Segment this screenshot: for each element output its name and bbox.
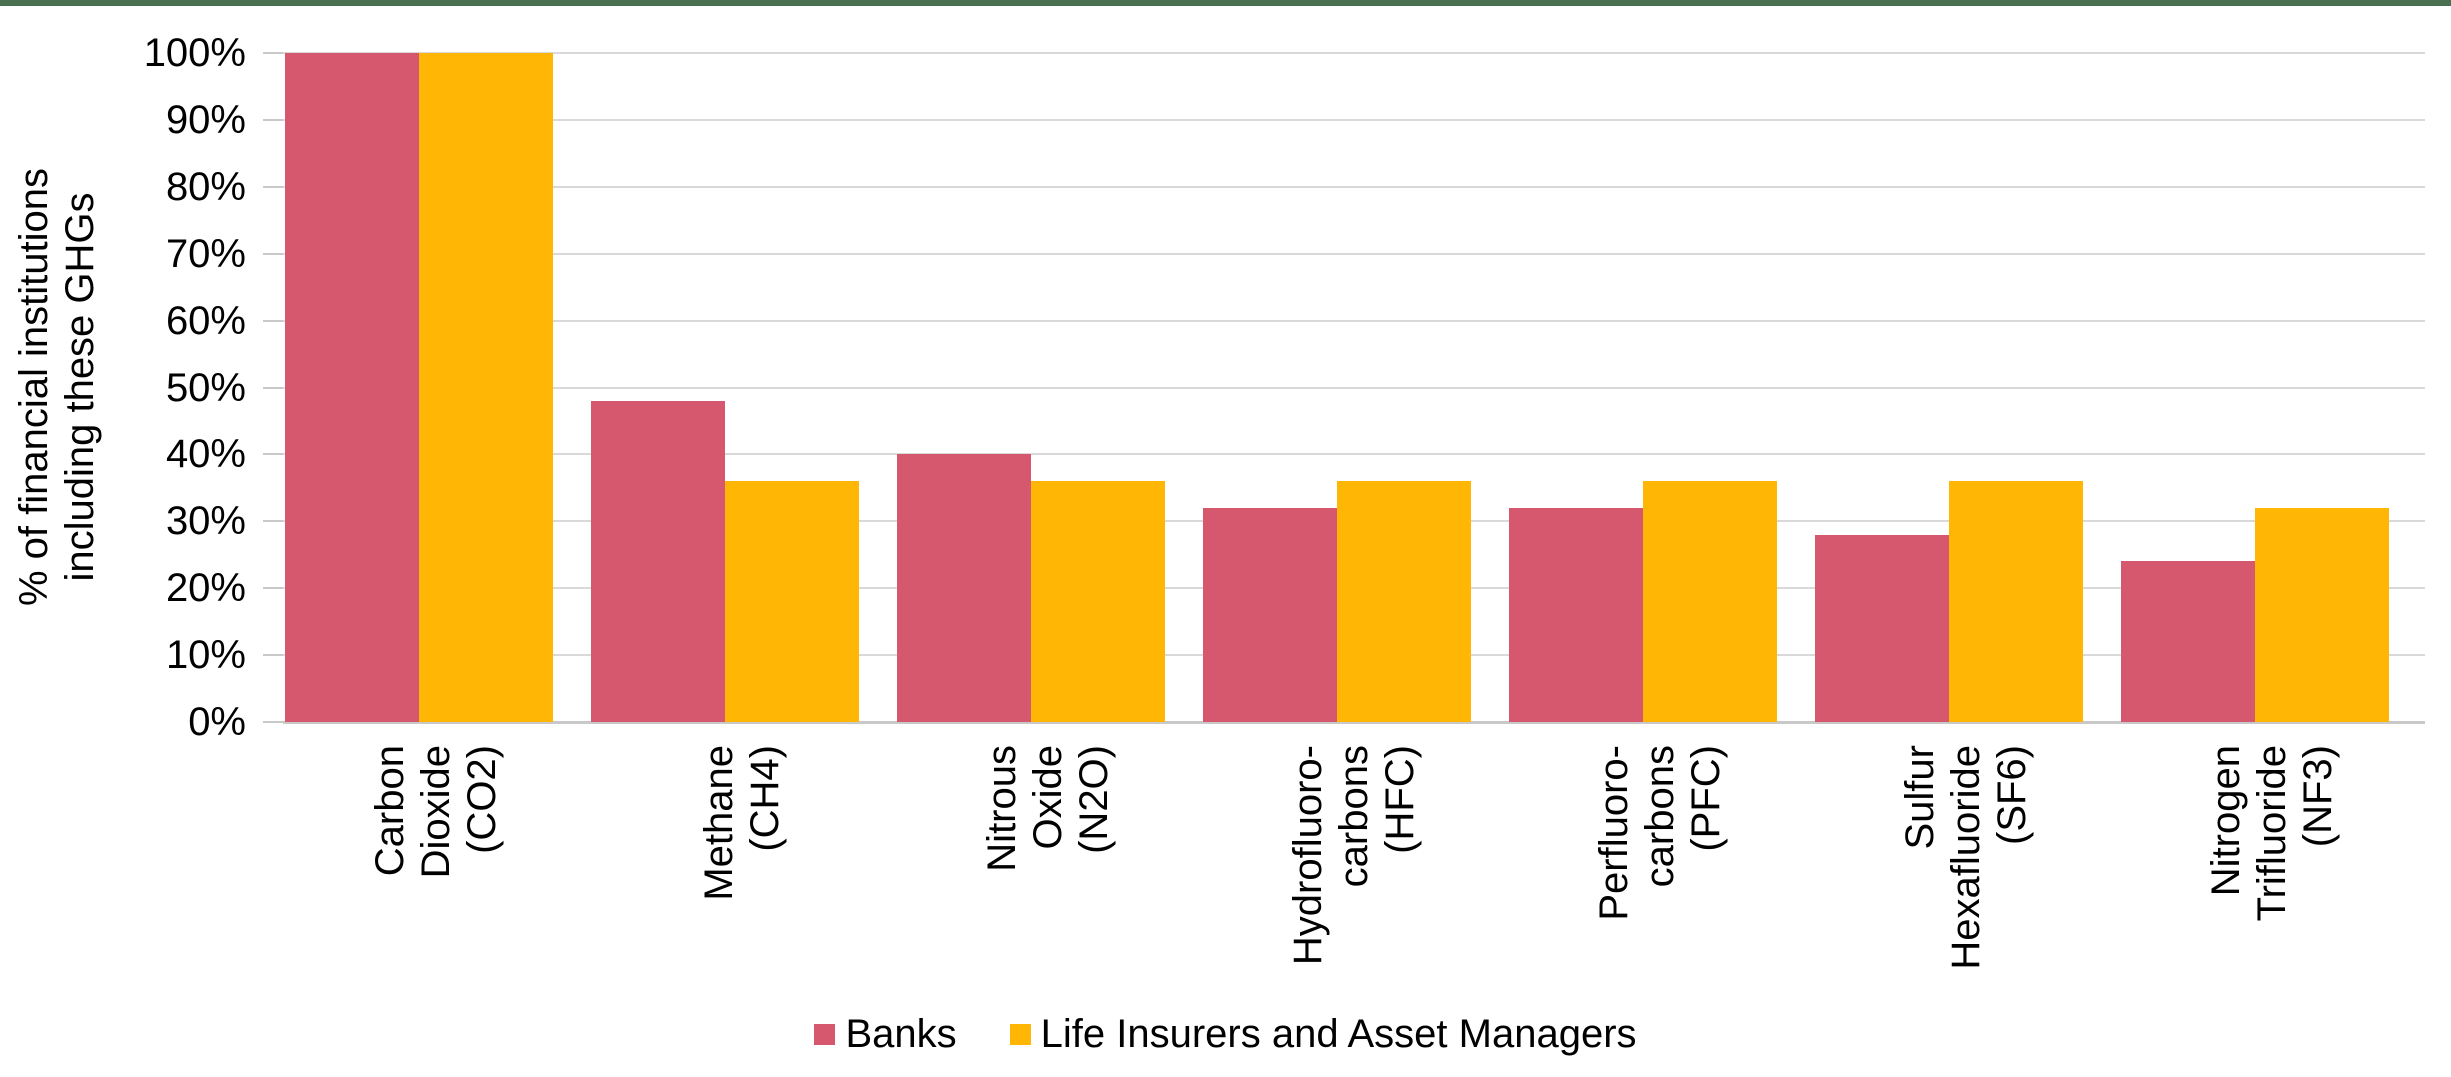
x-category-label: Nitrous Oxide (N2O)	[980, 745, 1116, 872]
legend-item: Life Insurers and Asset Managers	[1009, 1011, 1637, 1057]
y-tick-mark	[263, 587, 283, 590]
legend-swatch	[814, 1023, 836, 1045]
x-category-label: Carbon Dioxide (CO2)	[368, 745, 504, 879]
x-category-label-cell: Nitrous Oxide (N2O)	[895, 722, 1201, 1022]
bar-life-insurers-and-asset-managers	[2255, 507, 2389, 722]
y-tick-mark	[263, 654, 283, 657]
gridline	[283, 185, 2425, 188]
x-category-label: Methane (CH4)	[697, 745, 787, 901]
y-tick-label: 80%	[165, 164, 246, 209]
bar-life-insurers-and-asset-managers	[1031, 481, 1165, 722]
bar-life-insurers-and-asset-managers	[419, 53, 553, 722]
y-tick-mark	[263, 319, 283, 322]
y-tick-mark	[263, 721, 283, 723]
bar-life-insurers-and-asset-managers	[725, 481, 859, 722]
bar-life-insurers-and-asset-managers	[1949, 481, 2083, 722]
bar-banks	[2121, 561, 2255, 722]
bar-banks	[591, 400, 725, 722]
y-tick-label: 100%	[143, 31, 246, 75]
gridline	[283, 252, 2425, 255]
gridline	[283, 386, 2425, 389]
y-tick-mark	[263, 118, 283, 121]
y-tick-mark	[263, 386, 283, 389]
y-tick-label: 50%	[165, 365, 246, 410]
y-tick-mark	[263, 52, 283, 54]
y-tick-label: 60%	[165, 298, 246, 343]
y-tick-label: 0%	[188, 700, 246, 744]
y-tick-label: 10%	[165, 633, 246, 678]
x-axis-line	[283, 721, 2425, 724]
y-tick-mark	[263, 252, 283, 255]
bar-banks	[285, 53, 419, 722]
x-category-label: Perfluoro- carbons (PFC)	[1592, 745, 1728, 921]
legend-swatch	[1009, 1023, 1031, 1045]
x-category-label: Sulfur Hexafluoride (SF6)	[1898, 745, 2034, 970]
legend-label: Life Insurers and Asset Managers	[1040, 1012, 1637, 1056]
x-category-label: Nitrogen Trifluoride (NF3)	[2204, 745, 2340, 922]
gridline	[283, 453, 2425, 456]
bar-banks	[1203, 507, 1337, 722]
legend-label: Banks	[845, 1012, 957, 1056]
legend-item: Banks	[814, 1011, 957, 1057]
bar-life-insurers-and-asset-managers	[1643, 481, 1777, 722]
y-tick-mark	[263, 520, 283, 523]
x-category-label-cell: Perfluoro- carbons (PFC)	[1507, 722, 1813, 1022]
x-category-label-cell: Nitrogen Trifluoride (NF3)	[2119, 722, 2425, 1022]
y-tick-label: 20%	[165, 566, 246, 611]
bar-banks	[1815, 534, 1949, 722]
top-border-bar	[0, 0, 2451, 6]
bar-banks	[897, 454, 1031, 722]
x-category-label: Hydrofluoro- carbons (HFC)	[1286, 745, 1422, 966]
y-tick-label: 70%	[165, 231, 246, 276]
y-tick-label: 30%	[165, 499, 246, 544]
gridline	[283, 52, 2425, 54]
y-tick-label: 90%	[165, 97, 246, 142]
bar-banks	[1509, 507, 1643, 722]
x-category-label-cell: Carbon Dioxide (CO2)	[283, 722, 589, 1022]
x-category-label-cell: Sulfur Hexafluoride (SF6)	[1813, 722, 2119, 1022]
gridline	[283, 319, 2425, 322]
y-tick-label: 40%	[165, 432, 246, 477]
y-tick-mark	[263, 453, 283, 456]
x-category-label-cell: Hydrofluoro- carbons (HFC)	[1201, 722, 1507, 1022]
gridline	[283, 118, 2425, 121]
x-category-label-cell: Methane (CH4)	[589, 722, 895, 1022]
bar-life-insurers-and-asset-managers	[1337, 481, 1471, 722]
legend: Banks Life Insurers and Asset Managers	[0, 1002, 2451, 1066]
y-tick-mark	[263, 185, 283, 188]
